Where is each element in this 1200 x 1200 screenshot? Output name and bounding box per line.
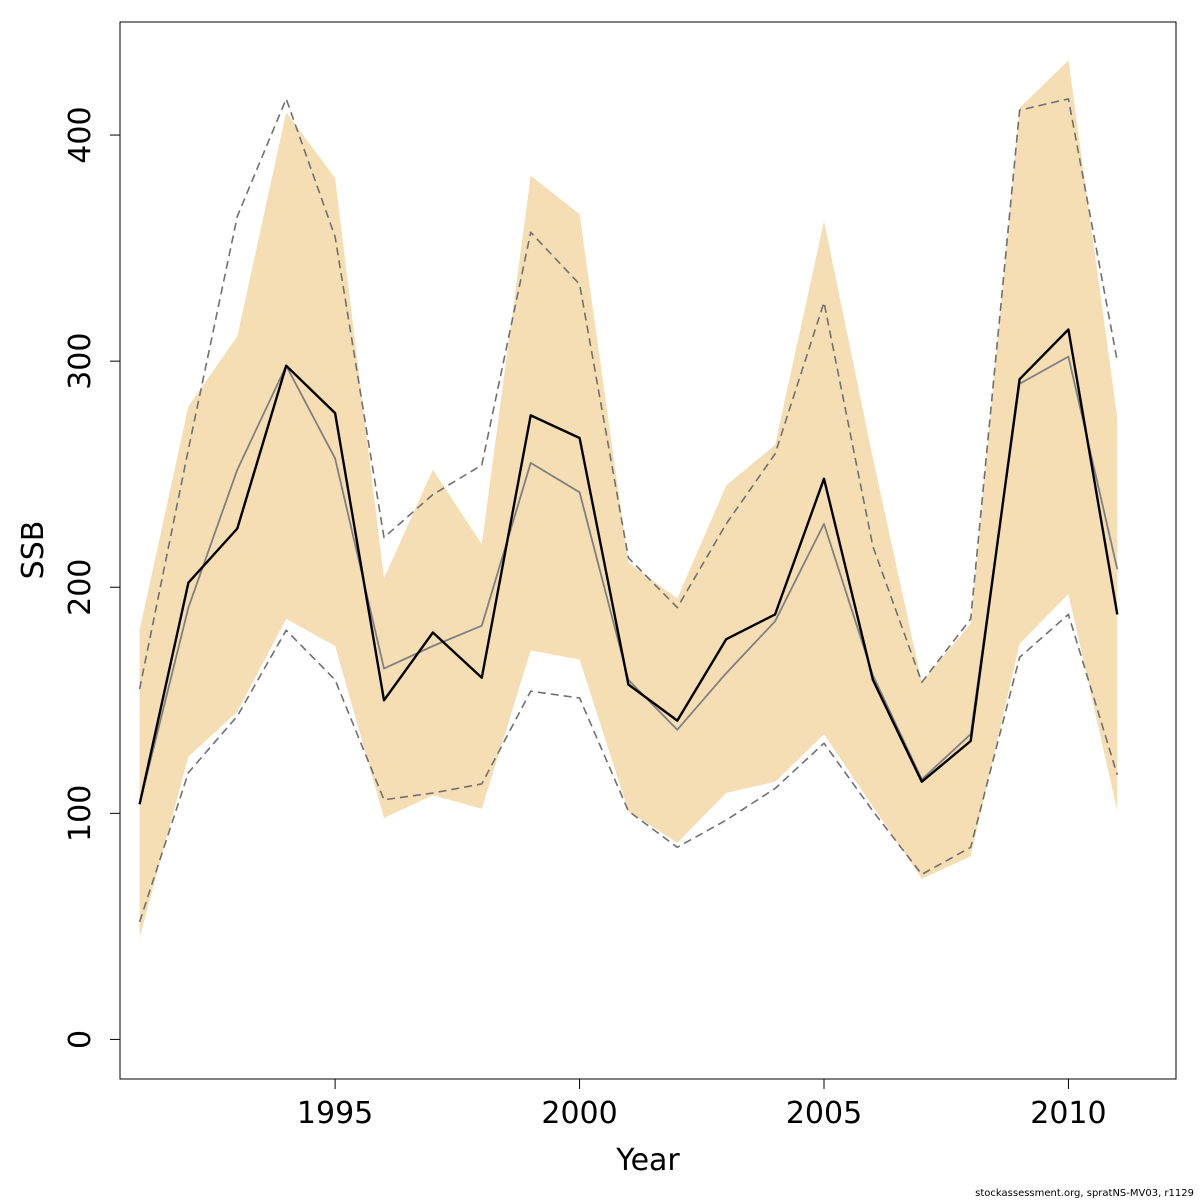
series-line-4: [138, 613, 1119, 923]
series-line-3: [138, 98, 1119, 690]
y-tick-label: 200: [63, 559, 98, 616]
y-tick-label: 300: [63, 333, 98, 390]
x-tick-label: 1995: [297, 1096, 373, 1131]
confidence-band-layer: [139, 60, 1118, 938]
x-tick-label: 2000: [541, 1096, 617, 1131]
credit-note: stockassessment.org, spratNS-MV03, r1129: [975, 1188, 1194, 1199]
series-line-1: [138, 328, 1119, 805]
y-tick-label: 0: [63, 1030, 98, 1049]
y-axis-title: SSB: [16, 521, 51, 580]
y-tick-label: 400: [63, 106, 98, 163]
confidence-band: [139, 60, 1118, 938]
y-tick-label: 100: [63, 785, 98, 842]
series-layer: [138, 98, 1119, 923]
y-axis: 0 100 200 300 400: [63, 106, 121, 1049]
x-axis: 1995 2000 2005 2010: [297, 1078, 1107, 1131]
x-tick-label: 2005: [786, 1096, 862, 1131]
x-tick-label: 2010: [1030, 1096, 1106, 1131]
x-axis-title: Year: [615, 1143, 680, 1178]
